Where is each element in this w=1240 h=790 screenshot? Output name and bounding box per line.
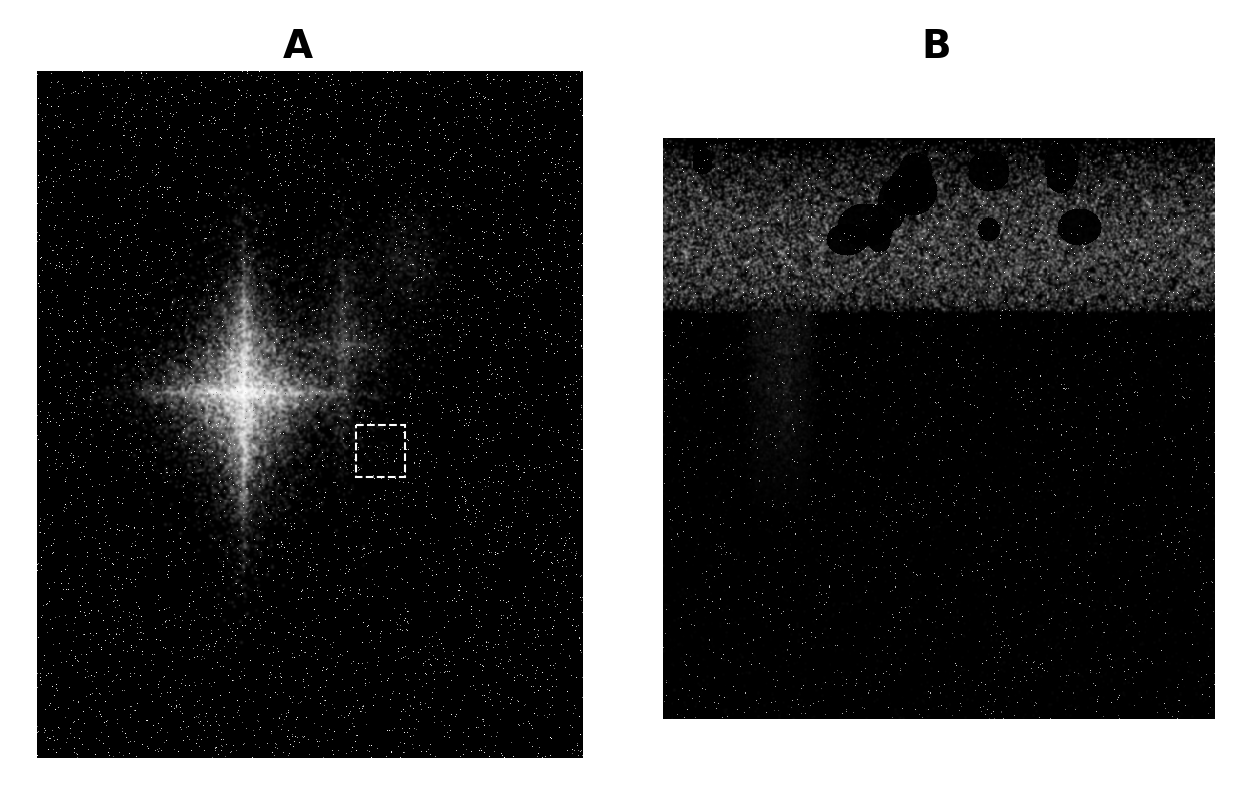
Text: A: A (283, 28, 312, 66)
Bar (356, 425, 405, 477)
Text: B: B (921, 28, 951, 66)
